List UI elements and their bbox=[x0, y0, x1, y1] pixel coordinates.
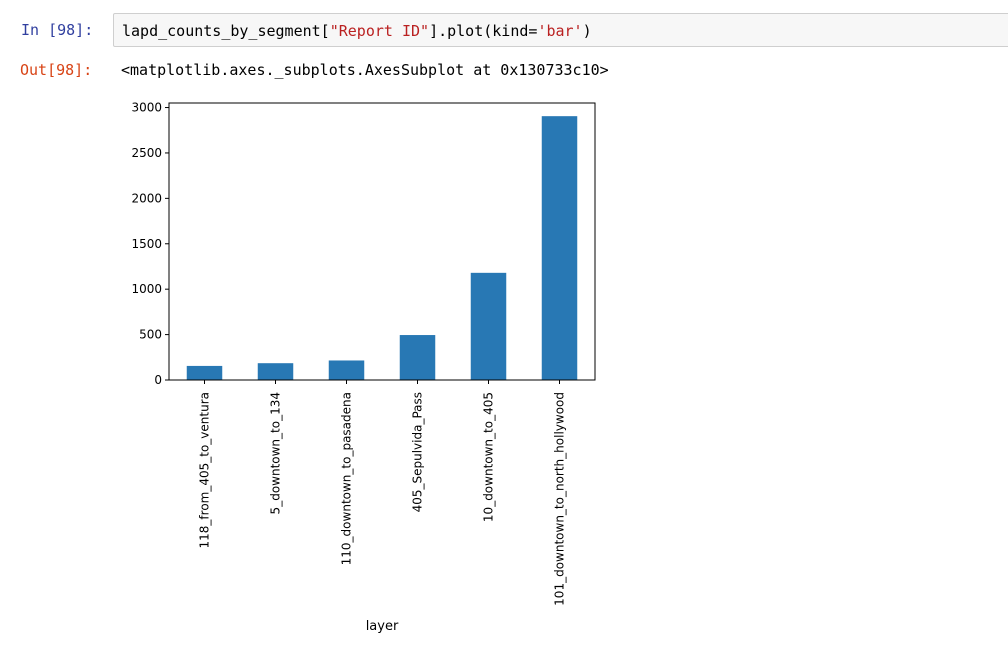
y-tick-label: 500 bbox=[139, 328, 162, 342]
bar bbox=[399, 335, 436, 380]
code-part: lapd_counts_by_segment[ bbox=[122, 22, 330, 40]
y-tick-label: 1500 bbox=[131, 237, 162, 251]
x-tick-label: 10_downtown_to_405 bbox=[482, 392, 496, 522]
bar bbox=[257, 363, 294, 380]
bar bbox=[470, 272, 507, 380]
y-tick-label: 2500 bbox=[131, 146, 162, 160]
code-part: ].plot(kind= bbox=[429, 22, 538, 40]
x-tick-label: 5_downtown_to_134 bbox=[269, 392, 283, 514]
y-tick-label: 2000 bbox=[131, 191, 162, 205]
output-text: <matplotlib.axes._subplots.AxesSubplot a… bbox=[121, 61, 609, 79]
input-prompt: In [98]: bbox=[21, 21, 94, 39]
axes-frame bbox=[168, 102, 596, 381]
code-string: "Report ID" bbox=[329, 22, 430, 40]
y-tick-label: 3000 bbox=[131, 101, 162, 115]
x-tick-label: 101_downtown_to_north_hollywood bbox=[553, 392, 567, 606]
code-cell[interactable]: lapd_counts_by_segment["Report ID"].plot… bbox=[113, 13, 1008, 47]
x-tick-label: 110_downtown_to_pasadena bbox=[340, 392, 354, 565]
code-text: lapd_counts_by_segment["Report ID"].plot… bbox=[122, 22, 592, 40]
x-axis-label: layer bbox=[366, 619, 399, 634]
x-tick-label: 405_Sepulvida_Pass bbox=[411, 392, 425, 512]
y-tick-label: 0 bbox=[154, 373, 162, 387]
bar bbox=[541, 116, 578, 380]
y-tick-label: 1000 bbox=[131, 282, 162, 296]
code-part: ) bbox=[582, 22, 592, 40]
code-string: 'bar' bbox=[537, 22, 583, 40]
bar bbox=[186, 365, 223, 380]
bar bbox=[328, 360, 365, 380]
output-prompt: Out[98]: bbox=[20, 61, 93, 79]
x-tick-label: 118_from_405_to_ventura bbox=[198, 392, 212, 548]
